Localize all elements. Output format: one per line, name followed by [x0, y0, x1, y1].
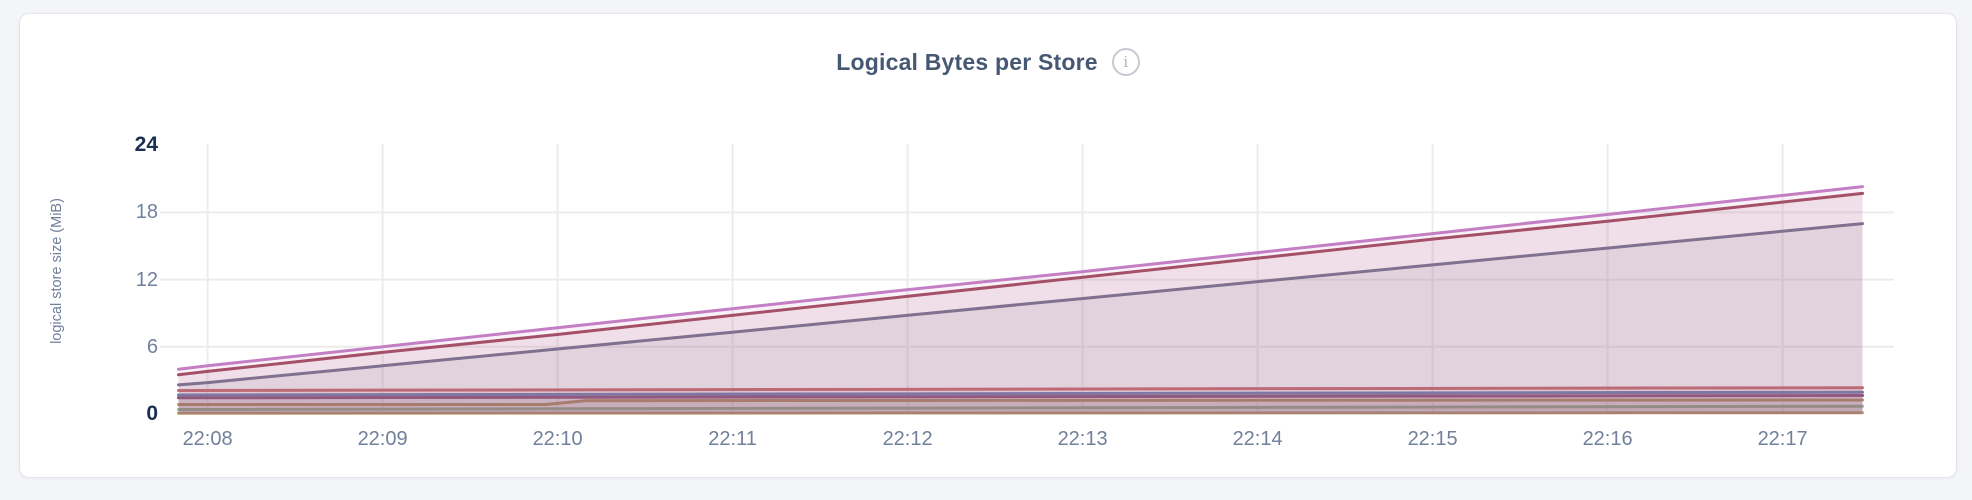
chart-plot-area: logical store size (MiB) 24 18 12 6 0 22:08 2… — [20, 14, 1956, 477]
series-line-8 — [177, 191, 1864, 377]
x-tick-label: 22:11 — [708, 428, 757, 450]
y-tick-label: 24 — [134, 133, 158, 157]
series-area-5 — [178, 392, 1863, 414]
series-line-3 — [177, 398, 1864, 406]
x-tick-label: 22:10 — [532, 428, 583, 450]
y-tick-label: 18 — [135, 201, 158, 224]
series-line-6 — [177, 386, 1864, 392]
y-tick-label: 6 — [146, 335, 158, 358]
series-line-2 — [177, 404, 1864, 411]
y-tick-label: 12 — [135, 268, 158, 291]
chart-header: Logical Bytes per Store i — [20, 48, 1956, 76]
y-axis-title: logical store size (MiB) — [49, 198, 65, 344]
series-area-7 — [178, 223, 1863, 414]
info-icon[interactable]: i — [1111, 48, 1140, 76]
plot-canvas[interactable] — [160, 144, 1894, 422]
series-line-1 — [177, 411, 1864, 415]
series-area-3 — [178, 400, 1863, 414]
series-area-6 — [178, 387, 1863, 414]
series-area-4 — [178, 395, 1863, 414]
x-tick-label: 22:09 — [357, 428, 408, 450]
chart-title: Logical Bytes per Store — [836, 48, 1098, 75]
x-tick-label: 22:17 — [1757, 428, 1808, 450]
x-tick-label: 22:14 — [1232, 428, 1283, 450]
series-line-9 — [177, 185, 1864, 371]
x-tick-label: 22:12 — [882, 428, 933, 450]
series-line-4 — [177, 394, 1864, 400]
series-area-8 — [178, 193, 1863, 414]
x-tick-label: 22:13 — [1057, 428, 1108, 450]
info-icon-glyph: i — [1123, 53, 1129, 71]
series-area-9 — [178, 186, 1863, 414]
chart-card: Logical Bytes per Store i logical store … — [19, 13, 1957, 478]
x-tick-label: 22:08 — [182, 428, 233, 450]
x-tick-label: 22:16 — [1582, 428, 1633, 450]
x-tick-label: 22:15 — [1407, 428, 1458, 450]
series-line-5 — [177, 390, 1864, 397]
y-tick-label: 0 — [146, 402, 158, 425]
series-line-7 — [177, 222, 1864, 387]
